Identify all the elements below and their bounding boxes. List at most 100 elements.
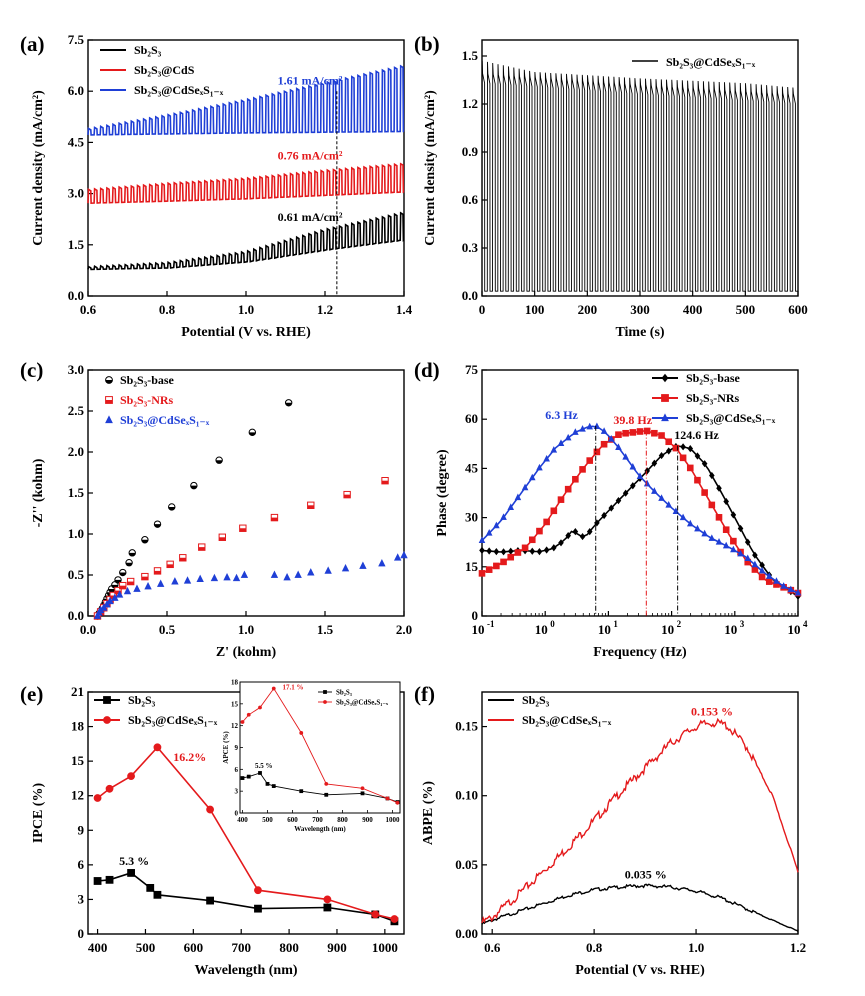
inset-data-point-s1	[246, 712, 251, 717]
y-tick-label: 12	[71, 788, 84, 803]
y-axis-title: -Z'' (kohm)	[31, 458, 46, 527]
data-point-s2	[758, 566, 766, 574]
inset-data-point-s1	[258, 705, 262, 710]
data-point-s2	[629, 462, 637, 470]
data-point-s0	[716, 484, 722, 492]
legend-label: Sb₂S₃@CdS	[134, 63, 195, 77]
series-line-2	[87, 64, 405, 136]
data-point-s1	[593, 448, 601, 456]
data-point-s0-fill	[125, 562, 133, 566]
data-point-s1	[390, 915, 399, 923]
data-point-s0-fill	[190, 485, 198, 489]
legend-label: Sb₂S₃	[522, 693, 550, 707]
x-tick-label: 1.0	[238, 302, 254, 317]
y-tick-label: 6.0	[68, 83, 84, 98]
data-point-s2	[478, 536, 486, 544]
inset-data-point-s0	[258, 771, 262, 775]
data-point-s1	[254, 886, 262, 895]
data-point-s1	[708, 501, 716, 509]
data-point-s0	[622, 489, 629, 497]
x-tick-label: 0.5	[159, 622, 176, 637]
inset-data-point-s0	[360, 791, 365, 796]
data-point-s2	[550, 446, 558, 453]
legend-label: Sb₂S₃@CdSeₓS₁₋ₓ	[120, 413, 210, 427]
data-point-s1	[323, 895, 332, 904]
inset-chart: 400 500 600 700 800 900 1000 0 3 6 9 12 15 18 Waveleng…	[222, 679, 401, 833]
data-point-s1	[536, 527, 543, 535]
data-point-s1	[730, 537, 737, 545]
series-line-0	[87, 211, 405, 271]
y-tick-label: 0.10	[455, 788, 478, 803]
x-tick-label: 1000	[372, 940, 398, 955]
inset-legend-marker	[323, 690, 327, 694]
data-point-s0	[493, 548, 500, 556]
data-point-s2	[133, 584, 141, 592]
legend-label: Sb₂S₃-base	[120, 373, 175, 387]
y-axis-title: Current density (mA/cm²)	[31, 90, 46, 246]
annotation: 39.8 Hz	[613, 413, 652, 427]
data-point-s1	[514, 549, 522, 556]
series-line-2	[481, 425, 799, 594]
data-point-s1	[758, 573, 766, 581]
data-point-s2	[708, 534, 716, 541]
data-point-s1	[622, 429, 629, 437]
inset-data-point-s0	[271, 784, 276, 788]
x-axis-title: Z' (kohm)	[216, 645, 277, 660]
data-point-s1	[543, 518, 550, 526]
data-point-s1	[679, 454, 687, 462]
data-point-s1	[93, 794, 102, 802]
data-point-s2	[622, 453, 629, 460]
data-point-s1-fill	[343, 494, 351, 498]
y-tick-label: 1.2	[462, 96, 478, 111]
y-axis-title: Current density (mA/cm²)	[423, 90, 438, 246]
legend-marker	[661, 373, 669, 383]
y-tick-label: 0.6	[462, 192, 479, 207]
data-point-s2	[773, 577, 780, 584]
x-tick-label: 10	[724, 622, 737, 637]
data-point-s1	[550, 507, 558, 515]
x-tick-exponent: 0	[550, 619, 555, 629]
x-tick-label: 0	[479, 302, 486, 317]
panel-label: (f)	[414, 682, 435, 706]
data-point-s2	[232, 573, 241, 582]
y-tick-label: 0.9	[462, 144, 479, 159]
x-tick-exponent: 1	[613, 619, 618, 629]
data-point-s1	[521, 544, 529, 552]
data-point-s2	[586, 422, 594, 430]
data-point-s0-fill	[141, 539, 149, 543]
y-tick-label: 2.5	[68, 403, 85, 418]
data-point-s2	[115, 590, 124, 598]
data-point-s1	[665, 438, 673, 446]
x-tick-label: 800	[279, 940, 299, 955]
x-tick-label: 1.2	[790, 940, 806, 955]
x-tick-label: 400	[683, 302, 703, 317]
inset-annotation: 17.1 %	[283, 683, 304, 691]
data-point-s1	[579, 466, 586, 473]
panel-label: (c)	[20, 358, 43, 382]
legend-label: Sb₂S₃	[134, 43, 162, 57]
x-tick-label: 600	[184, 940, 204, 955]
x-tick-label: 1.2	[317, 302, 333, 317]
data-point-s2	[579, 425, 586, 432]
legend-marker	[103, 716, 111, 724]
x-tick-label: 0.6	[80, 302, 97, 317]
plot-frame	[481, 691, 799, 935]
inset-y-tick-label: 0	[235, 810, 239, 818]
data-point-s0	[146, 884, 155, 892]
data-point-s0	[752, 551, 758, 559]
data-point-s2	[171, 577, 179, 585]
inset-data-point-s0	[240, 776, 245, 780]
data-point-s0	[206, 896, 214, 905]
x-tick-label: 500	[736, 302, 756, 317]
legend-label: Sb₂S₃-NRs	[686, 391, 740, 405]
inset-data-point-s0	[246, 774, 251, 779]
inset-x-tick-label: 500	[262, 816, 273, 824]
data-point-s0	[608, 504, 615, 512]
inset-data-point-s0	[324, 792, 329, 797]
data-point-s1	[651, 429, 658, 437]
data-point-s0	[644, 467, 650, 475]
inset-legend-marker	[323, 700, 327, 704]
x-axis-title: Time (s)	[615, 325, 664, 340]
data-point-s1-fill	[141, 576, 149, 580]
inset-data-point-s1	[360, 786, 365, 791]
